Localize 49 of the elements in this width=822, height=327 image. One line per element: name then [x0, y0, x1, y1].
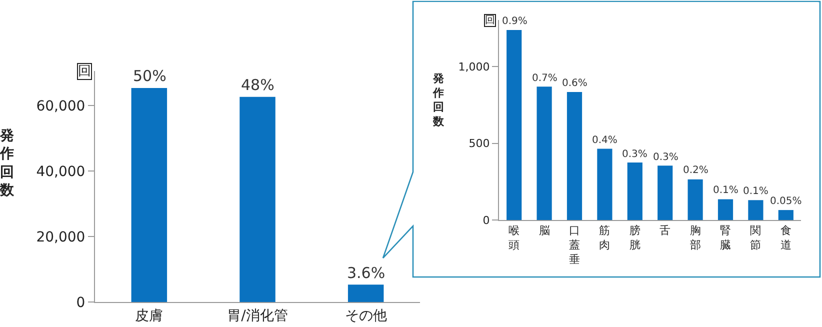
annotation: 0.7%: [532, 73, 558, 84]
bar: [240, 96, 276, 302]
y-tick-label: 40,000: [36, 164, 86, 180]
x-tick-label: 胃/消化管: [227, 308, 288, 324]
annotation: 0.2%: [683, 165, 708, 176]
annotation: 0.1%: [743, 186, 768, 197]
x-tick-label: 腎臓: [720, 224, 731, 252]
annotation: 0.1%: [713, 185, 738, 196]
y-tick-label: 0: [482, 214, 490, 227]
bar: [506, 30, 522, 220]
annotation: 3.6%: [347, 264, 386, 282]
y-tick-label: 0: [76, 294, 86, 311]
bar: [131, 88, 168, 302]
y-tick-label: 60,000: [36, 98, 86, 114]
annotation: 0.4%: [592, 135, 618, 146]
bar: [748, 200, 764, 220]
bar: [627, 162, 642, 220]
x-tick-label: 膀胱: [629, 224, 640, 252]
x-tick-label: 食道: [780, 224, 792, 252]
annotation: 0.3%: [653, 152, 678, 163]
bar: [688, 179, 703, 220]
annotation: 48%: [241, 76, 274, 94]
x-tick-label: その他: [344, 308, 387, 324]
x-tick-label: 関節: [750, 224, 762, 252]
annotation: 0.05%: [770, 196, 802, 207]
y-axis-title: 発作回数: [432, 72, 445, 128]
bar: [597, 148, 612, 220]
y-tick-label: 1,000: [458, 60, 490, 74]
bar: [718, 199, 734, 220]
annotation: 0.9%: [502, 16, 528, 27]
x-tick-label: 喉頭: [508, 224, 520, 252]
annotation: 50%: [133, 67, 166, 85]
bar: [536, 86, 552, 220]
bar: [658, 166, 673, 220]
x-tick-label: 舌: [660, 224, 671, 238]
y-tick-label: 20,000: [36, 229, 86, 246]
bar: [778, 210, 794, 220]
bar: [566, 92, 582, 220]
annotation: 0.6%: [562, 78, 588, 89]
x-tick-label: 皮膚: [135, 308, 164, 324]
annotation: 0.3%: [622, 149, 648, 160]
x-tick-label: 脳: [538, 224, 550, 238]
x-tick-label: 胸部: [690, 224, 701, 252]
text: 回: [78, 64, 91, 79]
x-tick-label: 筋肉: [599, 224, 610, 252]
text: 回: [485, 15, 495, 26]
x-tick-label: 口蓋垂: [569, 224, 580, 266]
y-tick-label: 500: [468, 137, 490, 150]
bar: [348, 284, 384, 302]
